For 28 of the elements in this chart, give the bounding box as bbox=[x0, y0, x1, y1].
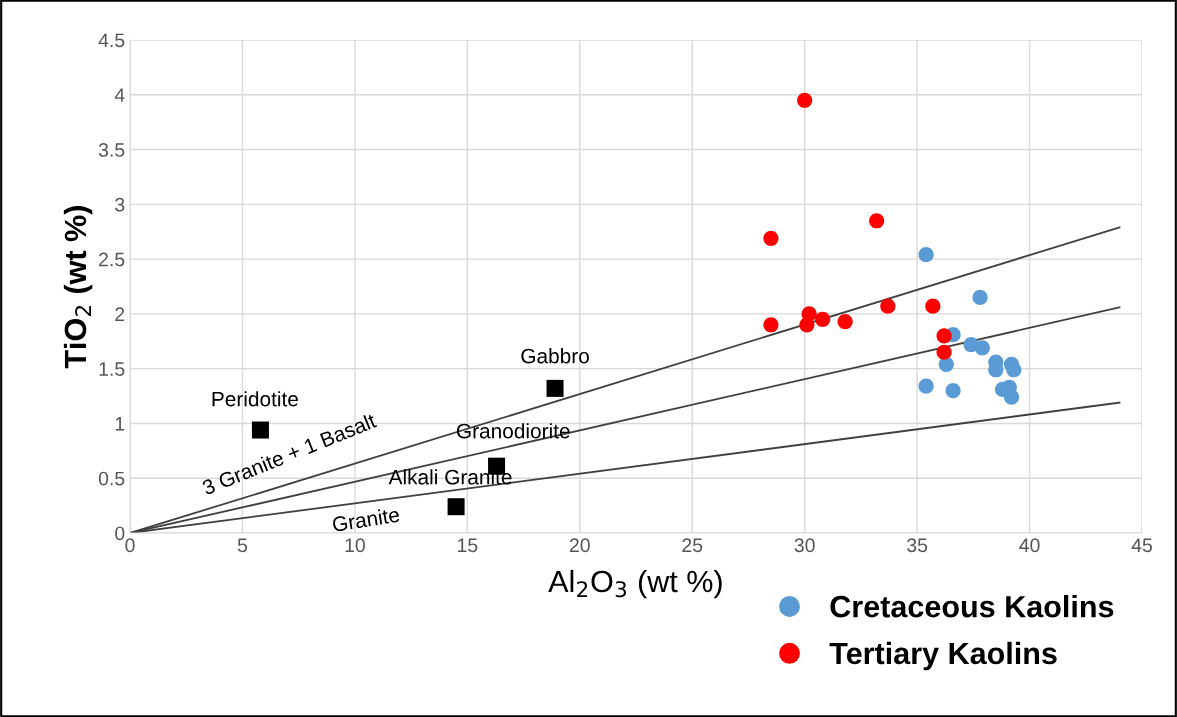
annotation: Peridotite bbox=[212, 391, 298, 407]
x-tick-label: 30 bbox=[794, 538, 815, 553]
y-tick-label: 3.5 bbox=[98, 143, 125, 157]
legend-label: Cretaceous Kaolins bbox=[830, 595, 1114, 618]
legend-label: Tertiary Kaolins bbox=[829, 641, 1057, 671]
y-tick-label: 3 bbox=[115, 197, 125, 212]
x-tick-label: 40 bbox=[1019, 538, 1040, 553]
y-axis-title: TiO$_{2}$ (wt %) bbox=[63, 206, 93, 369]
y-tick-label: 4.5 bbox=[98, 33, 125, 48]
x-tick-label: 0 bbox=[125, 538, 135, 553]
x-tick-label: 15 bbox=[458, 538, 478, 553]
x-tick-label: 10 bbox=[345, 538, 365, 553]
x-tick-label: 20 bbox=[569, 538, 590, 553]
annotation: Granite bbox=[331, 506, 400, 533]
y-tick-label: 1.5 bbox=[99, 362, 125, 376]
y-tick-label: 4 bbox=[114, 88, 125, 102]
annotation: Gabbro bbox=[521, 348, 589, 364]
y-tick-label: 2 bbox=[115, 307, 125, 321]
x-tick-label: 35 bbox=[907, 538, 928, 553]
y-tick-label: 1 bbox=[115, 417, 125, 431]
y-tick-label: 0.5 bbox=[98, 471, 125, 486]
y-tick-label: 0 bbox=[115, 526, 125, 541]
annotation: 3 Granite + 1 Basalt bbox=[201, 412, 378, 496]
x-axis-title: Al$_{2}$O$_{3}$ (wt %) bbox=[548, 569, 722, 599]
x-tick-label: 5 bbox=[237, 538, 248, 553]
x-tick-label: 25 bbox=[682, 538, 703, 553]
y-tick-label: 2.5 bbox=[99, 252, 125, 267]
x-tick-label: 45 bbox=[1131, 538, 1152, 553]
